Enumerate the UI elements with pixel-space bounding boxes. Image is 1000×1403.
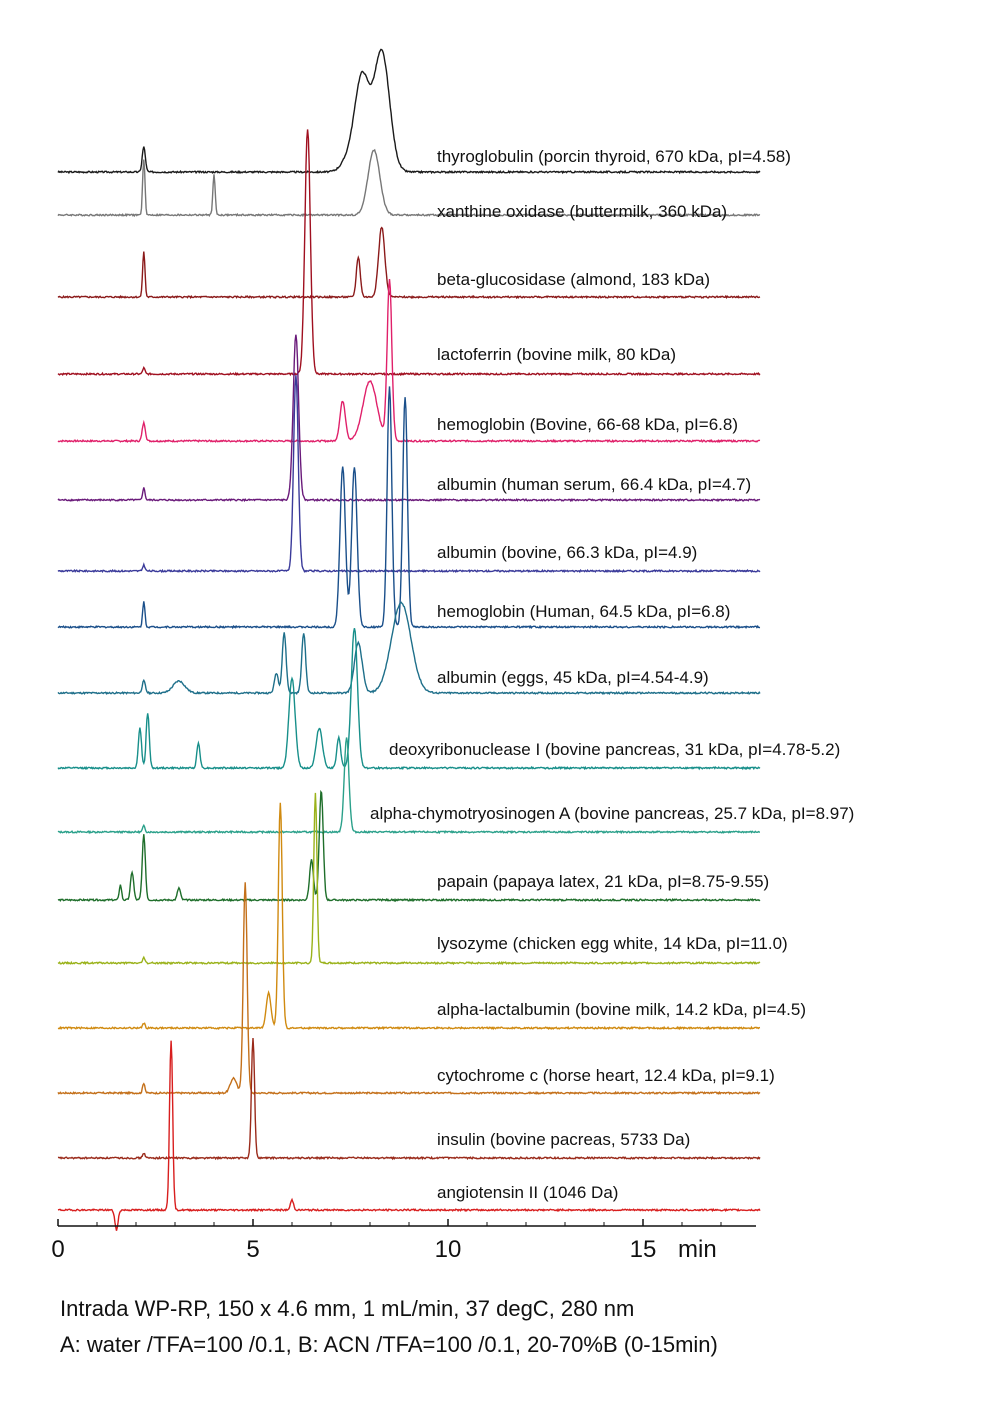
trace-5 — [57, 279, 761, 444]
series-label-15: cytochrome c (horse heart, 12.4 kDa, pI=… — [437, 1066, 775, 1085]
series-label-16: insulin (bovine pacreas, 5733 Da) — [437, 1130, 690, 1149]
trace-13 — [57, 792, 761, 966]
x-axis: 0 5 10 15 min — [51, 1219, 756, 1263]
series-label-1: thyroglobulin (porcin thyroid, 670 kDa, … — [437, 147, 791, 166]
trace-15 — [57, 882, 761, 1096]
series-label-6: albumin (human serum, 66.4 kDa, pI=4.7) — [437, 475, 751, 494]
series-label-11: alpha-chymotryosinogen A (bovine pancrea… — [370, 804, 854, 823]
series-label-2: xanthine oxidase (buttermilk, 360 kDa) — [437, 202, 727, 221]
series-label-13: lysozyme (chicken egg white, 14 kDa, pI=… — [437, 934, 788, 953]
trace-2 — [57, 148, 761, 218]
chromatogram-chart: thyroglobulin (porcin thyroid, 670 kDa, … — [51, 48, 854, 1263]
series-label-3: beta-glucosidase (almond, 183 kDa) — [437, 270, 710, 289]
traces-group: thyroglobulin (porcin thyroid, 670 kDa, … — [57, 48, 854, 1231]
trace-1 — [57, 48, 761, 175]
trace-10 — [57, 628, 761, 771]
x-tick-label-15: 15 — [630, 1236, 657, 1263]
trace-9 — [57, 601, 761, 696]
caption-line-2: A: water /TFA=100 /0.1, B: ACN /TFA=100 … — [60, 1332, 718, 1357]
caption-line-1: Intrada WP-RP, 150 x 4.6 mm, 1 mL/min, 3… — [60, 1296, 635, 1321]
series-label-12: papain (papaya latex, 21 kDa, pI=8.75-9.… — [437, 872, 769, 891]
x-axis-label: min — [678, 1236, 717, 1263]
x-tick-label-0: 0 — [51, 1236, 64, 1263]
series-label-8: hemoglobin (Human, 64.5 kDa, pI=6.8) — [437, 602, 730, 621]
trace-6 — [57, 334, 761, 503]
trace-3 — [57, 226, 761, 300]
trace-14 — [57, 802, 761, 1031]
series-label-7: albumin (bovine, 66.3 kDa, pI=4.9) — [437, 543, 697, 562]
series-label-10: deoxyribonuclease I (bovine pancreas, 31… — [389, 740, 840, 759]
x-tick-label-5: 5 — [246, 1236, 259, 1263]
x-tick-label-10: 10 — [435, 1236, 462, 1263]
trace-4 — [57, 129, 761, 377]
trace-11 — [57, 737, 760, 835]
trace-17 — [57, 1040, 761, 1231]
series-label-5: hemoglobin (Bovine, 66-68 kDa, pI=6.8) — [437, 415, 738, 434]
trace-16 — [57, 1037, 761, 1161]
trace-12 — [57, 789, 761, 903]
series-label-14: alpha-lactalbumin (bovine milk, 14.2 kDa… — [437, 1000, 806, 1019]
trace-8 — [57, 386, 761, 630]
series-label-4: lactoferrin (bovine milk, 80 kDa) — [437, 345, 676, 364]
series-label-17: angiotensin II (1046 Da) — [437, 1183, 618, 1202]
series-label-9: albumin (eggs, 45 kDa, pI=4.54-4.9) — [437, 668, 709, 687]
